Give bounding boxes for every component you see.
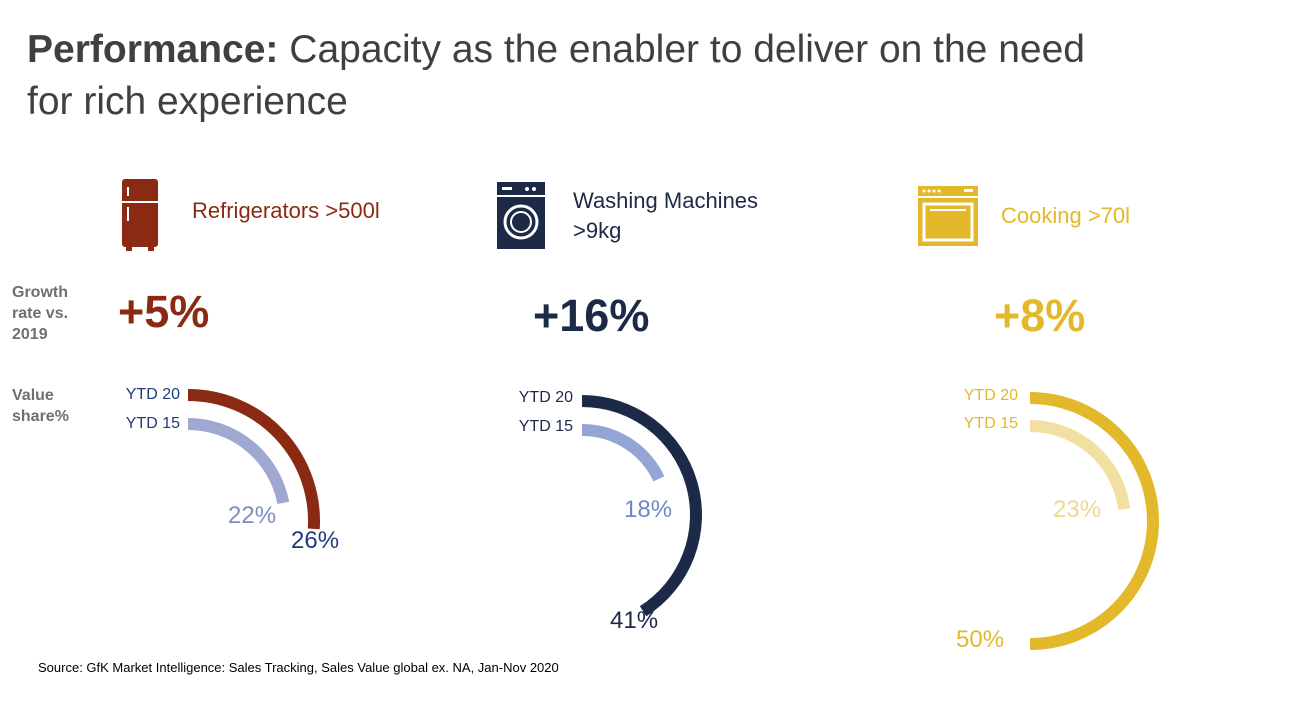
- legend-ytd20-refrigerators: YTD 20: [125, 386, 180, 403]
- pct-cooking-ytd20: 50%: [956, 626, 1005, 653]
- legend-ytd15-cooking: YTD 15: [963, 415, 1018, 432]
- legend-ytd20-washing: YTD 20: [518, 389, 573, 406]
- arc-cooking-ytd15: [1029, 420, 1131, 510]
- arc-washing-ytd20: [581, 395, 702, 617]
- growth-value-washing: +16%: [533, 290, 650, 341]
- growth-value-refrigerators: +5%: [118, 286, 210, 337]
- value-share-label: Value share%: [12, 387, 69, 425]
- pct-refrigerators-ytd20: 26%: [291, 527, 340, 554]
- category-name-washing: Washing Machines >9kg: [573, 188, 759, 243]
- category-name-refrigerators: Refrigerators >500l: [192, 198, 380, 223]
- arc-cooking-ytd20: [1029, 392, 1159, 650]
- arc-refrigerators-ytd15: [187, 418, 290, 505]
- page-title: Performance: Capacity as the enabler to …: [27, 24, 1127, 128]
- category-name-cooking: Cooking >70l: [1001, 203, 1131, 228]
- title-rest: Capacity as the enabler to deliver on th…: [27, 28, 1085, 123]
- arc-refrigerators-ytd20: [187, 389, 320, 530]
- refrigerator-icon: [122, 179, 158, 251]
- legend-ytd15-washing: YTD 15: [518, 418, 573, 435]
- pct-cooking-ytd15: 23%: [1053, 496, 1102, 523]
- pct-washing-ytd20: 41%: [610, 607, 659, 634]
- source-note: Source: GfK Market Intelligence: Sales T…: [38, 660, 559, 675]
- pct-washing-ytd15: 18%: [624, 496, 673, 523]
- pct-refrigerators-ytd15: 22%: [228, 502, 277, 529]
- legend-ytd15-refrigerators: YTD 15: [125, 415, 180, 432]
- growth-rate-label: Growth rate vs. 2019: [12, 284, 69, 343]
- arc-washing-ytd15: [581, 424, 665, 482]
- oven-icon: [918, 186, 978, 246]
- growth-value-cooking: +8%: [994, 290, 1086, 341]
- legend-ytd20-cooking: YTD 20: [963, 387, 1018, 404]
- washing-machine-icon: [497, 182, 545, 249]
- title-bold: Performance:: [27, 28, 279, 71]
